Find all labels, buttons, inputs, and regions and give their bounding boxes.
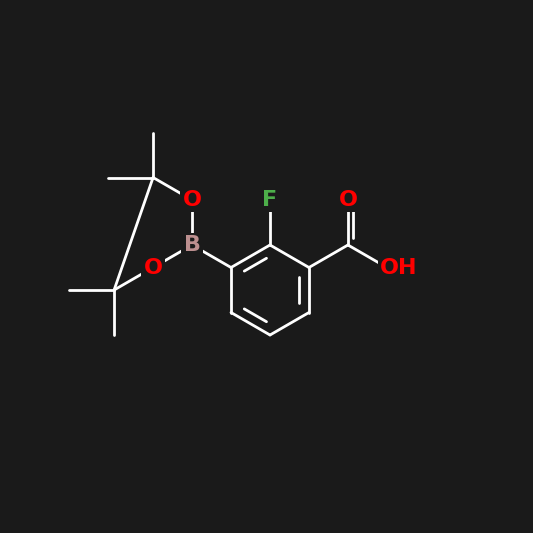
Text: O: O: [338, 190, 358, 210]
Text: F: F: [262, 190, 278, 210]
Text: B: B: [183, 235, 200, 255]
Text: O: O: [143, 257, 163, 278]
Text: O: O: [183, 190, 201, 210]
Text: OH: OH: [380, 257, 418, 278]
